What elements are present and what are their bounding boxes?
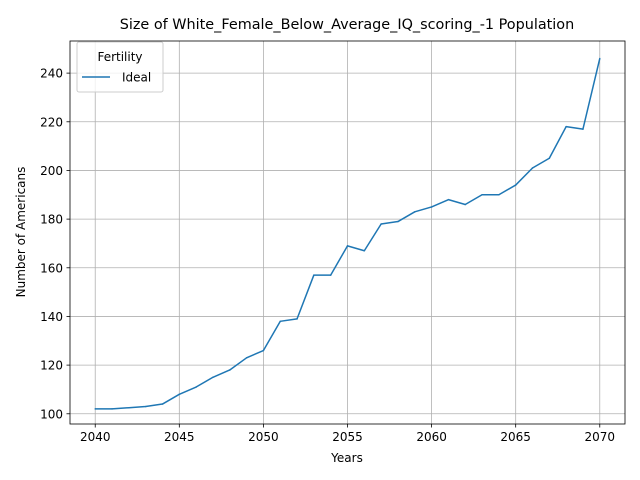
y-tick-label: 160	[40, 261, 63, 275]
data-point	[380, 223, 382, 225]
data-point	[363, 250, 366, 252]
data-point	[296, 318, 298, 320]
legend-label-ideal: Ideal	[122, 71, 151, 85]
data-point	[565, 125, 567, 128]
data-point	[229, 369, 231, 371]
data-point	[548, 157, 551, 160]
data-point	[430, 206, 433, 208]
data-point	[397, 220, 399, 223]
data-point	[447, 198, 450, 201]
y-tick-label: 120	[40, 359, 63, 373]
series-layer	[94, 57, 601, 410]
x-tick-label: 2065	[500, 430, 531, 444]
data-point	[279, 320, 281, 323]
data-point	[128, 406, 130, 409]
data-point	[582, 128, 584, 130]
x-tick-label: 2070	[584, 430, 615, 444]
y-tick-label: 100	[40, 407, 63, 421]
y-tick-label: 140	[40, 310, 63, 324]
x-tick-label: 2055	[332, 430, 363, 444]
y-tick-label: 240	[40, 67, 63, 81]
data-point	[144, 405, 147, 408]
x-tick-label: 2045	[164, 430, 195, 444]
data-point	[111, 408, 113, 410]
x-tick-label: 2040	[80, 430, 111, 444]
legend-title: Fertility	[97, 50, 142, 64]
y-tick-label: 180	[40, 213, 63, 227]
x-axis-ticks: 2040 2045 2050 2055 2060 2065 2070	[80, 424, 615, 444]
y-tick-label: 200	[40, 164, 63, 178]
legend-box	[76, 41, 164, 93]
legend: Fertility Ideal	[76, 41, 164, 93]
data-point	[313, 274, 315, 276]
data-point	[262, 349, 265, 352]
x-tick-label: 2060	[416, 430, 447, 444]
x-axis-label: Years	[330, 451, 363, 465]
data-point	[212, 376, 214, 379]
data-point	[498, 194, 500, 196]
data-point	[481, 194, 483, 196]
grid-lines	[70, 41, 625, 424]
x-tick-label: 2050	[248, 430, 279, 444]
data-point	[94, 408, 96, 410]
data-point	[245, 357, 248, 359]
data-point	[514, 184, 517, 186]
data-point	[178, 393, 181, 396]
y-axis-ticks: 100 120 140 160 180 200 220 240	[40, 67, 70, 421]
data-point	[346, 245, 349, 247]
data-point	[531, 167, 534, 169]
data-point	[414, 211, 416, 213]
data-point	[464, 203, 466, 206]
data-point	[329, 274, 332, 276]
data-point	[161, 403, 164, 405]
data-point	[599, 57, 601, 60]
data-point	[195, 386, 197, 388]
chart-title: Size of White_Female_Below_Average_IQ_sc…	[120, 17, 574, 33]
y-axis-label: Number of Americans	[14, 167, 28, 298]
y-tick-label: 220	[40, 115, 63, 129]
